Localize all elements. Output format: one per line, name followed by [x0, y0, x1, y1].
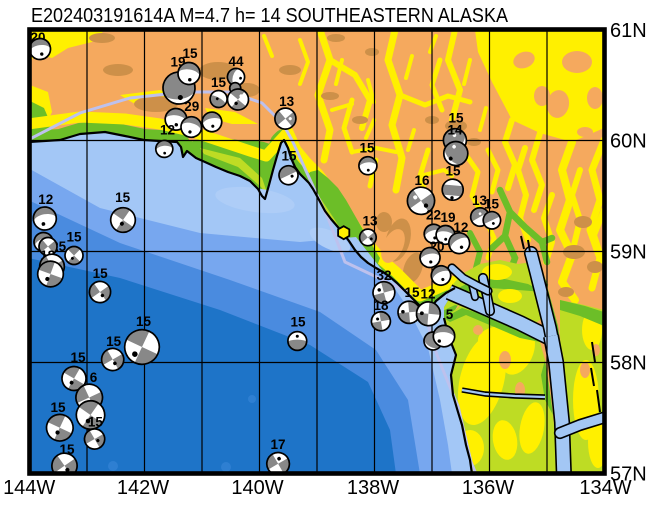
svg-text:12: 12 — [420, 287, 435, 302]
svg-text:15: 15 — [66, 230, 82, 245]
svg-text:12: 12 — [160, 123, 175, 138]
svg-text:15: 15 — [404, 285, 420, 300]
svg-text:15: 15 — [50, 400, 66, 415]
svg-text:15: 15 — [290, 315, 306, 330]
svg-text:18: 18 — [373, 298, 389, 313]
svg-text:6: 6 — [90, 370, 98, 385]
svg-text:22: 22 — [426, 208, 441, 223]
svg-text:12: 12 — [38, 192, 53, 207]
svg-text:138W: 138W — [347, 477, 399, 499]
svg-text:5: 5 — [446, 307, 454, 322]
svg-text:16: 16 — [414, 173, 430, 188]
svg-text:57N: 57N — [610, 464, 647, 486]
svg-text:19: 19 — [440, 210, 455, 225]
svg-text:44: 44 — [228, 54, 244, 69]
svg-text:136W: 136W — [462, 477, 514, 499]
svg-text:15: 15 — [281, 149, 297, 164]
svg-text:12: 12 — [453, 220, 468, 235]
svg-text:32: 32 — [376, 268, 391, 283]
svg-text:15: 15 — [70, 350, 86, 365]
svg-text:15: 15 — [211, 75, 227, 90]
svg-text:E202403191614A M=4.7 h= 14: E202403191614A M=4.7 h= 14 SOUTHEASTERN … — [31, 5, 509, 27]
svg-text:59N: 59N — [610, 242, 647, 264]
svg-text:15: 15 — [106, 334, 122, 349]
svg-text:142W: 142W — [117, 477, 169, 499]
svg-text:140W: 140W — [231, 477, 283, 499]
svg-text:61N: 61N — [610, 20, 647, 42]
svg-text:29: 29 — [184, 99, 199, 114]
svg-text:15: 15 — [445, 164, 461, 179]
svg-text:14: 14 — [447, 123, 463, 138]
svg-text:15: 15 — [88, 415, 104, 430]
svg-text:15: 15 — [93, 266, 109, 281]
svg-text:13: 13 — [279, 94, 295, 109]
svg-text:15: 15 — [448, 111, 464, 126]
svg-text:13: 13 — [472, 193, 488, 208]
svg-text:15: 15 — [115, 190, 131, 205]
svg-text:134W: 134W — [579, 477, 631, 499]
svg-text:60N: 60N — [610, 131, 647, 153]
svg-text:15: 15 — [359, 141, 375, 156]
svg-text:15: 15 — [182, 46, 198, 61]
svg-text:13: 13 — [362, 214, 378, 229]
svg-text:15: 15 — [136, 314, 152, 329]
svg-text:58N: 58N — [610, 353, 647, 375]
svg-text:17: 17 — [270, 437, 285, 452]
svg-text:144W: 144W — [3, 477, 55, 499]
svg-text:15: 15 — [484, 197, 500, 212]
